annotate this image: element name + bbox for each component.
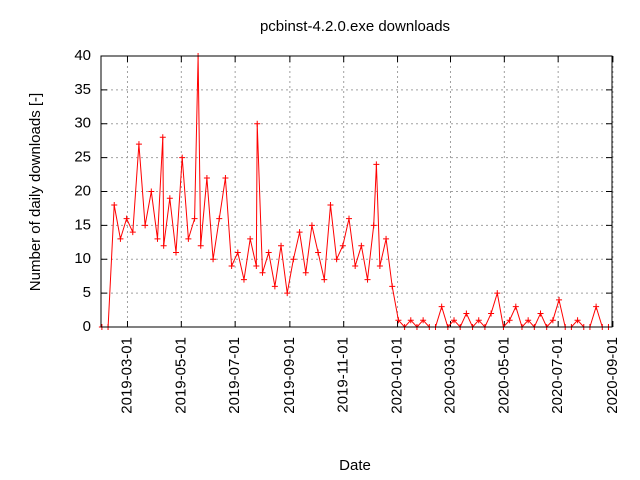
x-tick-label: 2020-03-01 (441, 337, 458, 414)
point-marker (389, 283, 396, 290)
point-marker (290, 256, 297, 263)
y-tick-label: 25 (74, 149, 91, 166)
point-marker (160, 242, 167, 249)
x-tick-label: 2019-07-01 (226, 337, 243, 414)
point-marker (302, 269, 309, 276)
point-marker (216, 215, 223, 222)
point-marker (475, 317, 482, 324)
point-marker (358, 242, 365, 249)
point-marker (506, 317, 513, 324)
point-marker (370, 222, 377, 229)
point-marker (352, 263, 359, 270)
point-marker (556, 296, 563, 303)
point-marker (111, 202, 118, 209)
point-marker (148, 188, 155, 195)
x-tick-label: 2019-11-01 (335, 337, 352, 413)
point-marker (364, 276, 371, 283)
y-tick-label: 0 (83, 318, 91, 335)
point-marker (438, 303, 445, 310)
point-marker (463, 310, 470, 317)
point-marker (247, 235, 254, 242)
x-tick-label: 2020-05-01 (495, 337, 512, 414)
point-marker (333, 256, 340, 263)
point-marker (265, 249, 272, 256)
point-marker (271, 283, 278, 290)
point-marker (327, 202, 334, 209)
point-marker (315, 249, 322, 256)
point-marker (574, 317, 581, 324)
y-tick-label: 35 (74, 81, 91, 98)
point-marker (142, 222, 149, 229)
x-tick-label: 2020-01-01 (389, 337, 406, 414)
point-marker (451, 317, 458, 324)
point-marker (253, 263, 260, 270)
point-marker (373, 161, 380, 168)
point-marker (129, 229, 136, 236)
y-tick-label: 30 (74, 115, 91, 132)
x-tick-label: 2020-07-01 (549, 337, 566, 414)
point-marker (179, 154, 186, 161)
point-marker (512, 303, 519, 310)
point-marker (135, 141, 142, 148)
point-marker (284, 290, 291, 297)
point-marker (407, 317, 414, 324)
x-tick-label: 2019-05-01 (172, 337, 189, 414)
y-tick-label: 10 (74, 250, 91, 267)
point-marker (234, 249, 241, 256)
point-marker (123, 215, 130, 222)
chart-title: pcbinst-4.2.0.exe downloads (260, 18, 450, 35)
point-marker (259, 269, 266, 276)
point-marker (159, 134, 166, 141)
point-marker (254, 120, 261, 127)
y-tick-label: 20 (74, 182, 91, 199)
point-marker (549, 317, 556, 324)
plot-border (100, 55, 613, 328)
point-marker (154, 235, 161, 242)
point-marker (593, 303, 600, 310)
point-marker (494, 290, 501, 297)
point-marker (383, 235, 390, 242)
point-marker (166, 195, 173, 202)
point-marker (203, 174, 210, 181)
point-marker (222, 174, 229, 181)
point-marker (185, 235, 192, 242)
y-tick-label: 15 (74, 216, 91, 233)
x-tick-label: 2019-03-01 (118, 337, 135, 414)
x-tick-label: 2019-09-01 (281, 337, 298, 414)
point-marker (308, 222, 315, 229)
point-marker (321, 276, 328, 283)
point-marker (228, 263, 235, 270)
point-marker (117, 235, 124, 242)
point-marker (537, 310, 544, 317)
y-tick-label: 5 (83, 284, 91, 301)
point-marker (173, 249, 180, 256)
point-marker (395, 317, 402, 324)
x-axis-label: Date (339, 457, 371, 474)
point-marker (420, 317, 427, 324)
point-marker (339, 242, 346, 249)
x-tick-label: 2020-09-01 (604, 337, 621, 414)
point-marker (488, 310, 495, 317)
point-marker (240, 276, 247, 283)
y-tick-label: 40 (74, 47, 91, 64)
point-marker (278, 242, 285, 249)
point-marker (345, 215, 352, 222)
point-marker (525, 317, 532, 324)
point-marker (376, 263, 383, 270)
point-marker (197, 242, 204, 249)
point-marker (210, 256, 217, 263)
point-marker (191, 215, 198, 222)
point-marker (296, 229, 303, 236)
y-axis-label: Number of daily downloads [-] (27, 93, 44, 291)
